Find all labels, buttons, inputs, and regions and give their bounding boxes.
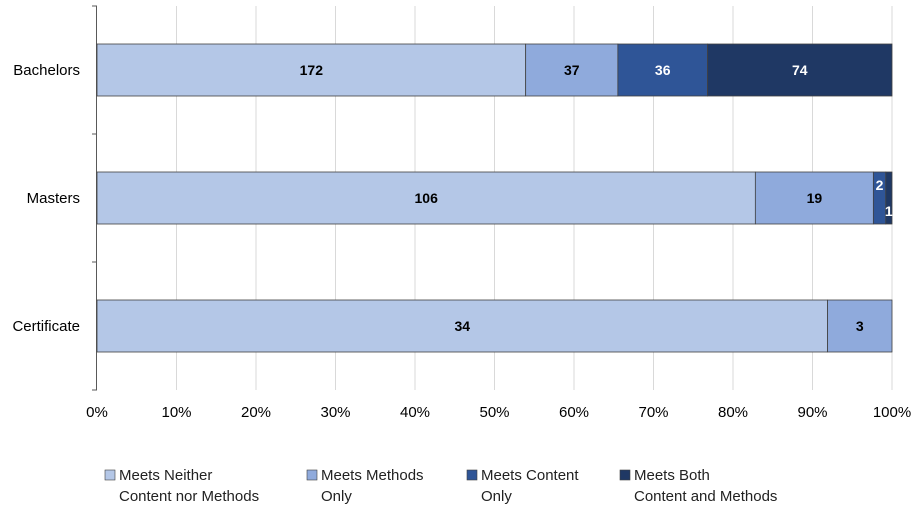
x-tick-label: 100%: [873, 404, 911, 421]
legend: Meets Neither Content nor Methods Meets Me…: [104, 467, 777, 505]
legend-label: Meets Content: [481, 467, 579, 484]
data-label: 2: [876, 177, 884, 193]
x-tick-label: 50%: [479, 404, 509, 421]
legend-label: Content and Methods: [634, 488, 777, 505]
data-label: 19: [807, 190, 823, 206]
bar-segment: [96, 171, 756, 225]
x-tick-label: 80%: [718, 404, 748, 421]
category-label: Masters: [27, 190, 80, 207]
bar-segment: [96, 43, 527, 97]
x-tick-label: 90%: [797, 404, 827, 421]
legend-swatch: [619, 469, 631, 481]
data-label: 36: [655, 62, 671, 78]
legend-label: Only: [321, 488, 352, 505]
x-tick-label: 20%: [241, 404, 271, 421]
x-tick-label: 10%: [161, 404, 191, 421]
bar-segment: [885, 171, 893, 225]
data-label: 106: [415, 190, 439, 206]
legend-label: Only: [481, 488, 512, 505]
bar-segment: [754, 171, 874, 225]
legend-label: Meets Both: [634, 467, 710, 484]
data-label: 34: [454, 318, 470, 334]
x-tick-label: 40%: [400, 404, 430, 421]
legend-label: Meets Methods: [321, 467, 424, 484]
x-tick-label: 60%: [559, 404, 589, 421]
legend-swatch: [466, 469, 478, 481]
data-label: 74: [792, 62, 808, 78]
category-label: Bachelors: [13, 62, 80, 79]
data-label: 1: [885, 203, 893, 219]
data-label: 172: [300, 62, 324, 78]
axes: 0% 10% 20% 30% 40% 50% 60% 70% 80% 90% 100% Bachelo…: [12, 5, 911, 421]
x-tick-label: 30%: [320, 404, 350, 421]
x-tick-label: 70%: [638, 404, 668, 421]
category-label: Certificate: [12, 318, 80, 335]
legend-label: Content nor Methods: [119, 488, 259, 505]
x-tick-label: 0%: [86, 404, 108, 421]
legend-swatch: [306, 469, 318, 481]
data-labels: 172 37 36 74 106 19 21 34 3: [300, 62, 893, 334]
bar-segment: [827, 299, 893, 353]
legend-swatch: [104, 469, 116, 481]
bars: [96, 43, 893, 353]
bar-segment: [707, 43, 893, 97]
data-label: 37: [564, 62, 580, 78]
bar-segment: [96, 299, 828, 353]
legend-label: Meets Neither: [119, 467, 212, 484]
bar-segment: [525, 43, 619, 97]
data-label: 3: [856, 318, 864, 334]
